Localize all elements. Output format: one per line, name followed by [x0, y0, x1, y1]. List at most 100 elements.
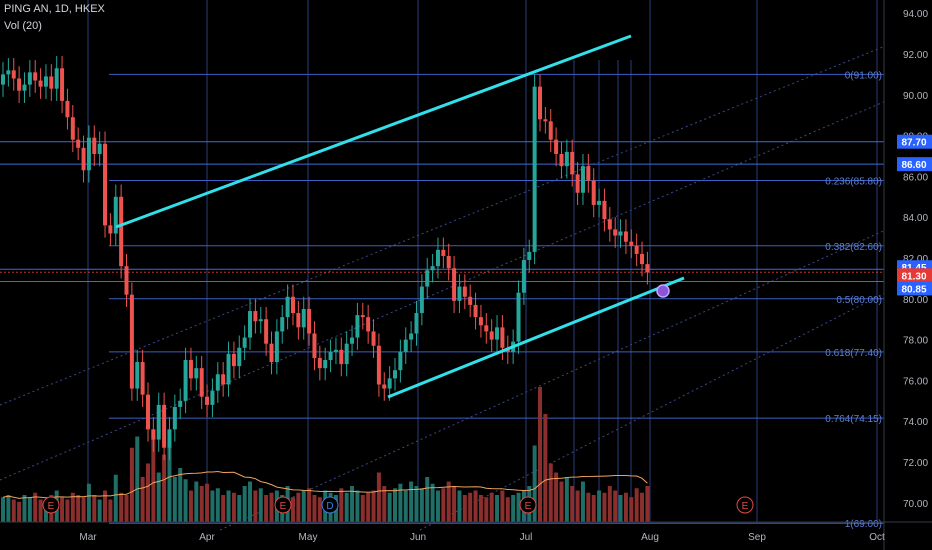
volume-bar: [441, 488, 446, 522]
candle: [290, 284, 295, 326]
y-tick-label: 80.00: [903, 295, 928, 306]
candle: [580, 153, 585, 205]
candle-body: [167, 429, 172, 448]
volume-bar: [478, 495, 483, 522]
candle: [86, 125, 91, 183]
volume-bar: [156, 472, 161, 522]
volume-bar: [65, 499, 70, 522]
candle: [76, 127, 81, 161]
x-tick-label: May: [299, 532, 318, 543]
candle: [328, 339, 333, 373]
candle: [425, 258, 430, 299]
candle: [521, 247, 526, 305]
candle: [199, 355, 204, 409]
candle-body: [290, 296, 295, 314]
candle: [333, 337, 338, 365]
volume-bar: [253, 490, 258, 522]
candle-body: [1, 74, 5, 85]
volume-bar: [393, 488, 398, 522]
earnings-marker: [274, 496, 292, 514]
volume-bar: [645, 486, 650, 522]
candle-body: [49, 76, 54, 89]
volume-bar: [145, 463, 150, 522]
candle: [382, 372, 387, 401]
volume-bar: [317, 497, 322, 522]
price-level-tag: 86.60: [897, 157, 932, 172]
candle: [473, 292, 478, 330]
candle: [49, 64, 54, 101]
candle-body: [65, 100, 70, 118]
candle-body: [462, 286, 467, 297]
volume-bar: [532, 445, 537, 522]
candle: [339, 337, 344, 377]
candle-body: [403, 339, 408, 352]
volume-bar: [135, 436, 140, 522]
candle-body: [414, 313, 419, 334]
volume-bar: [586, 492, 591, 522]
volume-bar: [167, 441, 172, 522]
volume-bar: [409, 481, 414, 522]
candle: [462, 274, 467, 309]
candle: [538, 74, 542, 132]
volume-bar: [312, 495, 317, 522]
volume-bar: [113, 474, 118, 522]
candle-body: [172, 406, 177, 430]
candle-body: [355, 315, 360, 338]
volume-bar: [457, 490, 462, 522]
candle: [6, 58, 11, 87]
candle: [81, 135, 86, 183]
volume-bar: [580, 481, 585, 522]
candle: [54, 56, 59, 101]
volume-bar: [172, 477, 177, 522]
volume-bar: [226, 490, 231, 522]
volume-bar: [564, 477, 569, 522]
candle-body: [425, 270, 430, 287]
candle-body: [543, 119, 548, 122]
volume-bar: [92, 495, 97, 522]
candle-body: [145, 394, 150, 430]
volume-bar: [248, 481, 253, 522]
x-tick-label: Jun: [410, 532, 426, 543]
volume-bar: [296, 492, 301, 522]
candle-body: [441, 249, 446, 256]
volume-bar: [403, 490, 408, 522]
earnings-marker: [42, 496, 60, 514]
volume-bar: [258, 488, 263, 522]
volume-bar: [301, 490, 306, 522]
candle-body: [360, 315, 365, 318]
dividend-marker: [321, 496, 339, 514]
candle: [274, 319, 279, 375]
candle-body: [645, 264, 650, 273]
candle-body: [124, 266, 129, 295]
volume-bar: [387, 492, 392, 522]
candle: [543, 107, 548, 134]
volume-bar: [452, 486, 457, 522]
candle-body: [135, 362, 140, 389]
candle: [366, 304, 371, 344]
candle: [167, 417, 172, 460]
candle: [242, 325, 247, 360]
volume-bar: [414, 486, 419, 522]
volume-bar: [194, 481, 199, 522]
candle: [296, 300, 301, 340]
volume-indicator-label[interactable]: Vol (20): [4, 20, 42, 32]
candle: [495, 315, 500, 352]
volume-bar: [538, 387, 542, 522]
candle: [140, 349, 145, 407]
volume-bar: [548, 463, 553, 522]
candle: [597, 188, 602, 218]
earnings-marker: [519, 496, 537, 514]
y-tick-label: 72.00: [903, 458, 928, 469]
candle: [11, 58, 16, 91]
volume-bar: [307, 488, 312, 522]
candle: [607, 207, 612, 242]
candle: [113, 184, 118, 246]
candle: [172, 394, 177, 442]
candle-body: [393, 370, 398, 379]
candle-body: [86, 137, 91, 171]
candle: [554, 127, 559, 167]
candle: [183, 347, 188, 414]
candle-body: [269, 343, 274, 363]
